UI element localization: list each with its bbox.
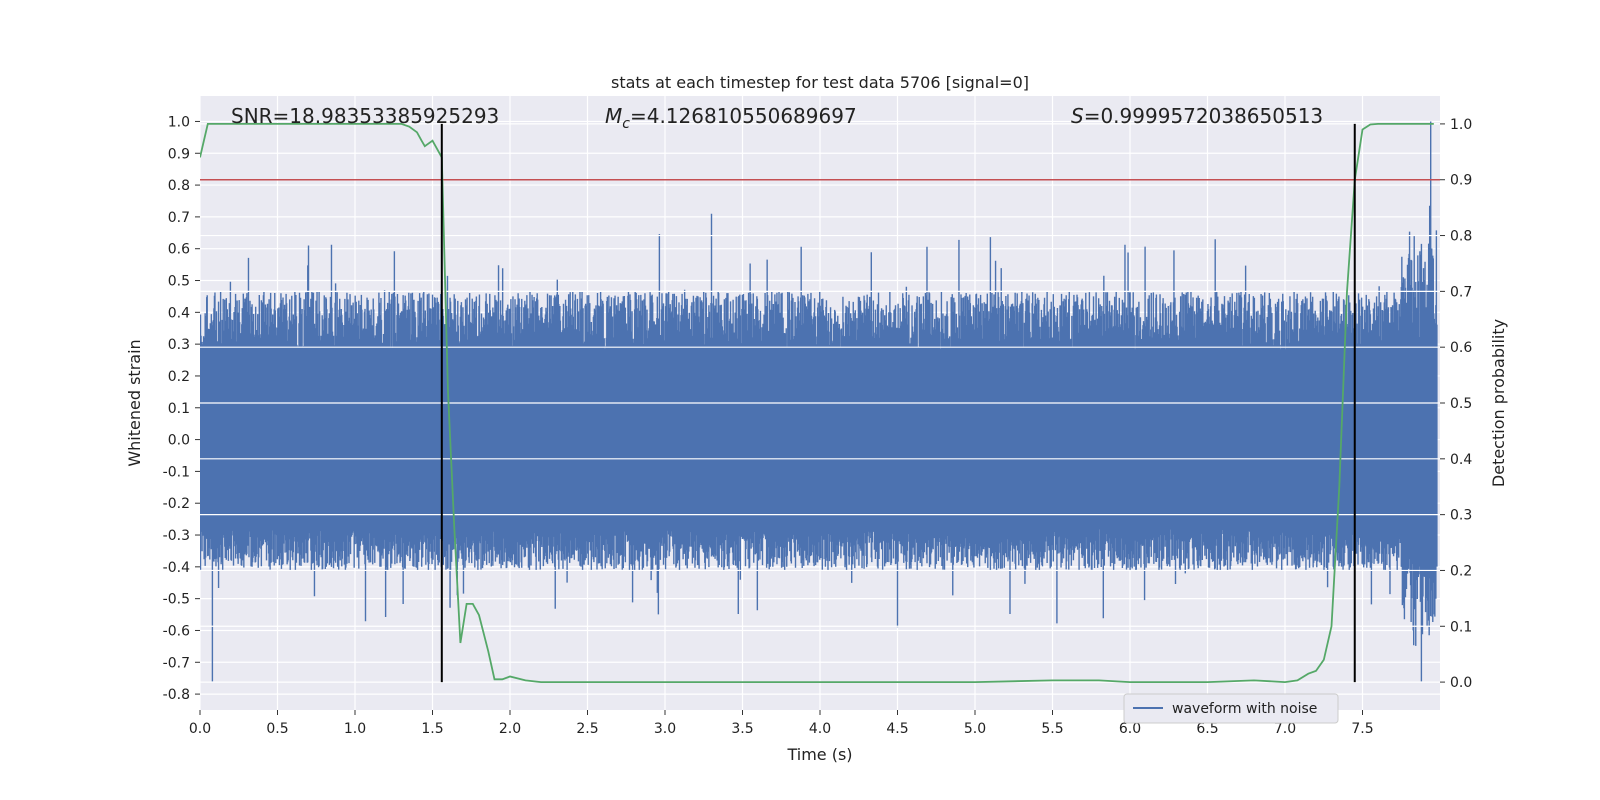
x-tick-label: 2.5 <box>576 721 598 737</box>
waveform-series <box>200 121 1438 682</box>
y-left-tick-label: -0.1 <box>163 464 190 480</box>
y-right-tick-label: 0.4 <box>1450 452 1472 468</box>
y-axis-left: -0.8 -0.7 -0.6 -0.5 -0.4 -0.3 -0.2 -0.1 0.0 0.1 0.… <box>163 114 200 703</box>
y-left-tick-label: -0.8 <box>163 687 190 703</box>
y-right-tick-label: 0.1 <box>1450 619 1472 635</box>
x-tick-label: 3.0 <box>654 721 676 737</box>
y-right-tick-label: 0.0 <box>1450 675 1472 691</box>
x-tick-label: 7.5 <box>1351 721 1373 737</box>
y-left-tick-label: 0.7 <box>168 210 190 226</box>
waveform-trace <box>200 121 1438 682</box>
x-tick-label: 3.5 <box>731 721 753 737</box>
x-tick-label: 2.0 <box>499 721 521 737</box>
x-tick-label: 4.5 <box>886 721 908 737</box>
probability-line <box>200 123 1434 684</box>
y-left-tick-label: 0.3 <box>168 337 190 353</box>
y-right-tick-label: 0.7 <box>1450 284 1472 300</box>
legend: waveform with noise <box>1123 693 1339 724</box>
y-left-tick-label: 0.8 <box>168 178 190 194</box>
y-left-tick-label: -0.4 <box>163 560 190 576</box>
y-left-tick-label: -0.6 <box>163 623 190 639</box>
y-left-tick-label: -0.3 <box>163 528 190 544</box>
y-right-tick-label: 0.5 <box>1450 396 1472 412</box>
y-left-tick-label: 0.4 <box>168 305 190 321</box>
y-left-tick-label: -0.2 <box>163 496 190 512</box>
y-right-tick-label: 0.2 <box>1450 563 1472 579</box>
y-axis-right: 0.0 0.1 0.2 0.3 0.4 0.5 0.6 0.7 0.8 0.9 1.0 <box>1440 117 1472 691</box>
y-left-tick-label: 0.0 <box>168 433 190 449</box>
y-left-tick-label: 0.6 <box>168 242 190 258</box>
snr-annotation: SNR=18.98353385925293 <box>231 104 499 128</box>
x-tick-label: 6.0 <box>1119 721 1141 737</box>
x-tick-label: 0.5 <box>266 721 288 737</box>
chirp-mass-annotation: Mc=4.126810550689697 <box>605 104 857 132</box>
y-left-tick-label: 0.1 <box>168 401 190 417</box>
score-annotation: S=0.9999572038650513 <box>1071 104 1323 128</box>
x-tick-label: 6.5 <box>1196 721 1218 737</box>
y-right-tick-label: 0.6 <box>1450 340 1472 356</box>
detection-markers <box>440 123 1356 683</box>
y-right-tick-label: 0.3 <box>1450 508 1472 524</box>
y-left-tick-label: 0.2 <box>168 369 190 385</box>
x-tick-label: 0.0 <box>189 721 211 737</box>
y-axis-left-label: Whitened strain <box>125 339 144 466</box>
x-tick-label: 1.5 <box>421 721 443 737</box>
y-right-tick-label: 0.8 <box>1450 229 1472 245</box>
x-tick-label: 5.0 <box>964 721 986 737</box>
x-tick-label: 5.5 <box>1041 721 1063 737</box>
x-axis-label: Time (s) <box>786 745 852 764</box>
legend-label: waveform with noise <box>1172 701 1317 717</box>
y-left-tick-label: 0.5 <box>168 274 190 290</box>
x-tick-label: 4.0 <box>809 721 831 737</box>
y-right-tick-label: 0.9 <box>1450 173 1472 189</box>
y-left-tick-label: 1.0 <box>168 114 190 130</box>
y-axis-right-label: Detection probability <box>1489 319 1508 487</box>
x-tick-label: 1.0 <box>344 721 366 737</box>
y-left-tick-label: -0.7 <box>163 655 190 671</box>
y-left-tick-label: -0.5 <box>163 592 190 608</box>
x-axis: 0.0 0.5 1.0 1.5 2.0 2.5 3.0 3.5 4.0 4.5 5.0 5.5 6.0 6… <box>189 710 1374 737</box>
chart-title: stats at each timestep for test data 570… <box>611 73 1029 92</box>
y-left-tick-label: 0.9 <box>168 146 190 162</box>
y-right-tick-label: 1.0 <box>1450 117 1472 133</box>
x-tick-label: 7.0 <box>1274 721 1296 737</box>
